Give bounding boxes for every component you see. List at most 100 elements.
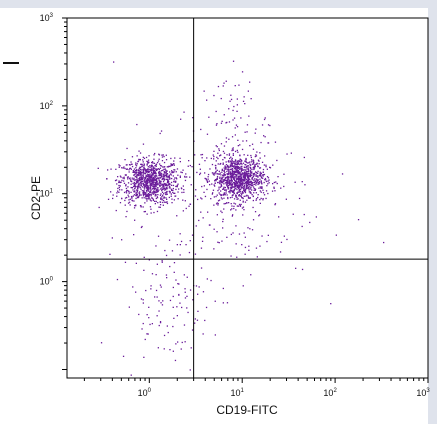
event-point	[258, 215, 260, 217]
event-point	[222, 287, 224, 290]
event-point	[153, 166, 155, 169]
event-point	[271, 190, 274, 192]
event-point	[131, 156, 134, 158]
event-point	[147, 198, 149, 200]
event-point	[143, 165, 145, 167]
event-point	[147, 193, 149, 195]
event-point	[244, 173, 246, 175]
event-point	[219, 154, 222, 156]
event-point	[221, 171, 223, 173]
event-point	[146, 181, 148, 183]
event-point	[188, 205, 190, 207]
event-point	[130, 374, 132, 376]
event-point	[167, 331, 169, 334]
event-point	[235, 187, 237, 190]
event-point	[207, 173, 210, 176]
x-tick-label: 103	[416, 388, 430, 398]
event-point	[149, 165, 151, 167]
event-point	[252, 173, 254, 175]
event-point	[122, 177, 124, 179]
event-point	[146, 176, 148, 178]
event-point	[152, 192, 154, 194]
event-point	[145, 196, 147, 198]
event-point	[162, 177, 164, 179]
event-point	[231, 149, 233, 152]
event-point	[119, 175, 122, 177]
event-point	[131, 177, 133, 179]
event-point	[179, 254, 181, 256]
event-point	[162, 186, 164, 188]
event-point	[156, 263, 158, 265]
event-point	[204, 319, 206, 322]
event-point	[138, 183, 141, 185]
event-point	[238, 166, 240, 168]
event-point	[210, 279, 212, 282]
event-point	[239, 178, 241, 181]
event-point	[165, 187, 167, 189]
event-point	[119, 165, 121, 167]
event-point	[175, 185, 177, 188]
event-point	[142, 182, 145, 184]
event-point	[228, 191, 230, 193]
event-point	[260, 141, 262, 144]
event-point	[184, 176, 186, 178]
event-point	[250, 168, 252, 170]
event-point	[97, 167, 99, 169]
event-point	[180, 348, 182, 350]
event-point	[229, 197, 232, 199]
event-point	[231, 148, 234, 150]
event-point	[255, 163, 257, 165]
event-point	[222, 218, 224, 220]
event-point	[237, 179, 240, 181]
event-point	[237, 145, 239, 147]
event-point	[260, 175, 262, 177]
event-point	[159, 132, 161, 135]
event-point	[229, 192, 231, 194]
event-point	[236, 163, 238, 165]
event-point	[165, 176, 167, 178]
event-point	[241, 184, 243, 186]
event-point	[142, 322, 144, 325]
event-point	[124, 167, 126, 170]
event-point	[224, 168, 227, 170]
event-point	[237, 151, 239, 153]
event-point	[147, 168, 150, 170]
event-point	[167, 180, 169, 183]
event-point	[253, 172, 256, 175]
event-point	[189, 289, 192, 291]
event-point	[228, 138, 230, 140]
event-point	[251, 182, 253, 184]
event-point	[238, 181, 240, 183]
event-point	[152, 171, 155, 173]
event-point	[243, 209, 245, 211]
event-point	[207, 178, 209, 180]
event-point	[175, 171, 177, 173]
event-point	[236, 182, 239, 185]
event-point	[212, 192, 214, 194]
event-point	[147, 195, 149, 197]
event-point	[245, 173, 247, 175]
event-point	[233, 207, 235, 210]
event-point	[160, 302, 162, 304]
event-point	[206, 278, 208, 280]
event-point	[156, 196, 158, 198]
event-point	[160, 170, 163, 172]
event-point	[168, 239, 171, 241]
event-point	[264, 179, 266, 181]
event-point	[146, 194, 148, 197]
event-point	[183, 191, 185, 193]
event-point	[220, 210, 222, 212]
event-point	[228, 171, 230, 173]
event-point	[230, 156, 232, 158]
event-point	[160, 176, 162, 178]
event-point	[191, 166, 193, 168]
event-point	[127, 176, 129, 178]
event-point	[159, 180, 161, 182]
event-point	[148, 161, 150, 164]
event-point	[150, 178, 152, 180]
event-point	[240, 176, 242, 179]
event-point	[166, 186, 168, 189]
event-point	[147, 174, 149, 176]
event-point	[158, 168, 160, 171]
event-point	[159, 182, 161, 184]
